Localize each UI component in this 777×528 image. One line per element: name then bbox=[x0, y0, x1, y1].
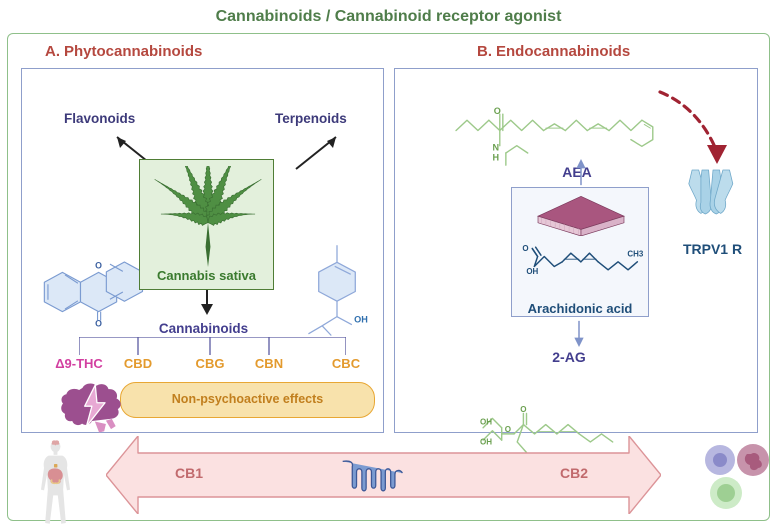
svg-text:O: O bbox=[520, 406, 526, 414]
svg-text:O: O bbox=[494, 106, 501, 116]
svg-text:O: O bbox=[505, 425, 511, 434]
svg-text:CH3: CH3 bbox=[627, 250, 644, 259]
svg-text:OH: OH bbox=[480, 418, 492, 427]
svg-text:O: O bbox=[95, 261, 102, 271]
svg-text:O: O bbox=[522, 244, 528, 253]
svg-text:N: N bbox=[493, 143, 500, 153]
svg-text:OH: OH bbox=[526, 267, 538, 276]
svg-text:H: H bbox=[493, 152, 500, 162]
